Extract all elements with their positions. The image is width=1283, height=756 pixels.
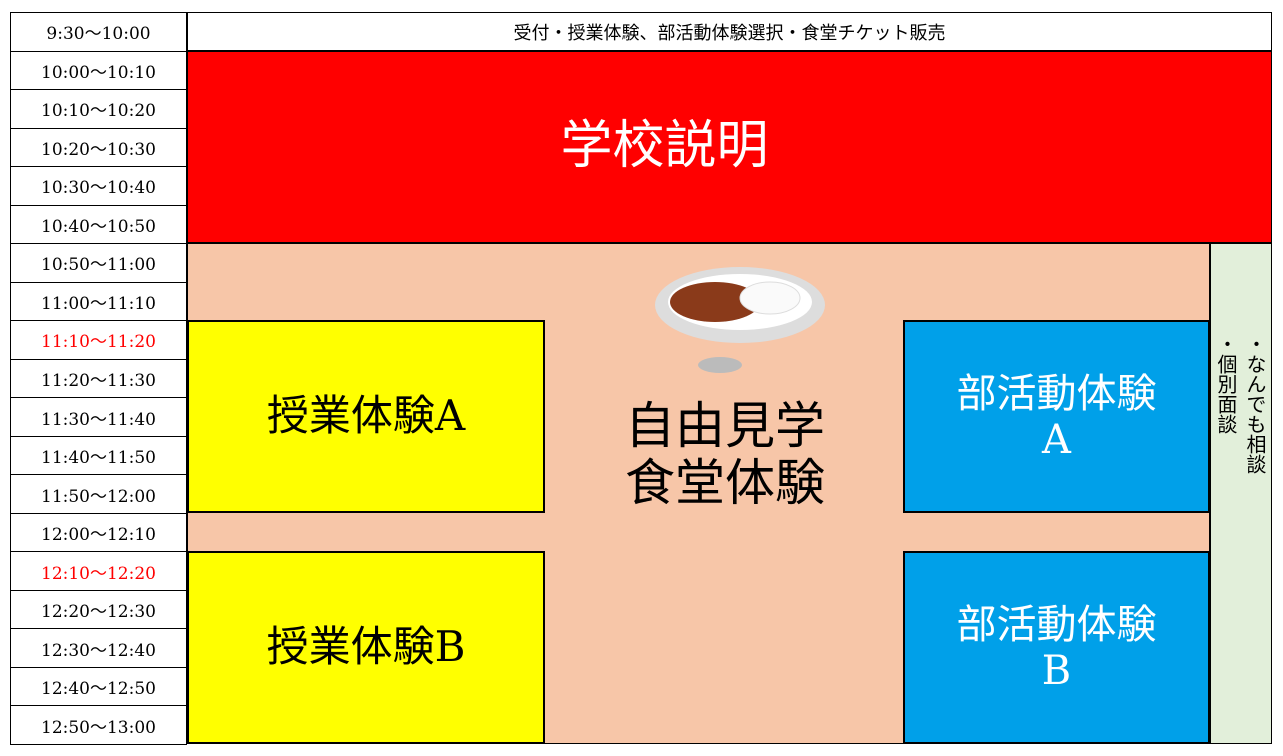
time-slot: 10:10〜10:20 bbox=[10, 89, 187, 129]
club-b-line: B bbox=[1041, 647, 1072, 694]
free-tour-line: 食堂体験 bbox=[625, 454, 825, 512]
free-tour: 自由見学 食堂体験 bbox=[560, 370, 890, 540]
consultation-item: ・個別面談 bbox=[1214, 334, 1238, 434]
consultation-item: ・なんでも相談 bbox=[1243, 334, 1267, 474]
reception: 受付・授業体験、部活動体験選択・食堂チケット販売 bbox=[187, 12, 1272, 51]
time-slot: 11:20〜11:30 bbox=[10, 358, 187, 399]
time-slot: 10:50〜11:00 bbox=[10, 243, 187, 283]
club-a-line: 部活動体験 bbox=[956, 370, 1157, 417]
time-slot: 9:30〜10:00 bbox=[10, 12, 187, 52]
time-slot: 10:20〜10:30 bbox=[10, 127, 187, 168]
curry-illustration bbox=[655, 267, 825, 373]
club-b: 部活動体験 B bbox=[903, 551, 1210, 744]
time-slot: 11:50〜12:00 bbox=[10, 474, 187, 514]
time-slot: 11:40〜11:50 bbox=[10, 435, 187, 476]
time-slot: 10:00〜10:10 bbox=[10, 50, 187, 91]
club-a-line: A bbox=[1042, 416, 1071, 463]
time-slot: 11:30〜11:40 bbox=[10, 397, 187, 437]
class-b: 授業体験B bbox=[187, 551, 545, 744]
class-a: 授業体験A bbox=[187, 320, 545, 513]
time-slot: 10:40〜10:50 bbox=[10, 204, 187, 245]
time-slot: 12:50〜13:00 bbox=[10, 705, 187, 745]
club-a: 部活動体験 A bbox=[903, 320, 1210, 513]
time-slot: 12:00〜12:10 bbox=[10, 512, 187, 553]
free-tour-line: 自由見学 bbox=[625, 396, 825, 455]
time-slot: 10:30〜10:40 bbox=[10, 166, 187, 206]
consultation: ・なんでも相談 ・個別面談 bbox=[1210, 243, 1272, 744]
time-slot: 12:30〜12:40 bbox=[10, 628, 187, 668]
club-b-line: 部活動体験 bbox=[956, 601, 1157, 648]
school-briefing-label: 学校説明 bbox=[560, 116, 769, 177]
time-slot: 12:20〜12:30 bbox=[10, 589, 187, 630]
time-slot: 11:10〜11:20 bbox=[10, 320, 187, 360]
time-slot: 12:40〜12:50 bbox=[10, 666, 187, 707]
time-slot: 11:00〜11:10 bbox=[10, 281, 187, 322]
time-slot: 12:10〜12:20 bbox=[10, 551, 187, 591]
school-briefing: 学校説明 bbox=[187, 51, 1272, 243]
